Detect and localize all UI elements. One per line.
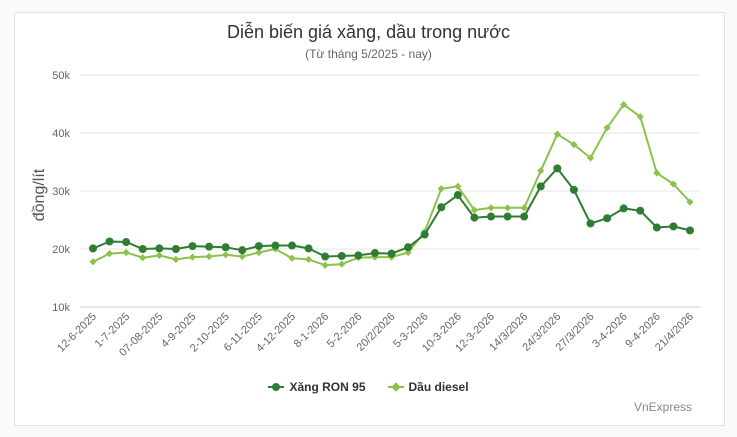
data-point[interactable] [586,154,595,162]
legend-symbol-diesel [387,382,404,392]
data-point[interactable] [238,246,247,255]
data-point[interactable] [321,252,330,261]
data-point[interactable] [470,213,479,222]
data-point[interactable] [171,245,180,253]
data-point[interactable] [387,249,396,258]
data-point[interactable] [155,244,164,253]
data-point[interactable] [205,252,213,261]
data-point[interactable] [122,238,131,247]
y-tick-label: 50k [52,70,70,82]
data-point[interactable] [188,242,197,251]
data-point[interactable] [89,244,97,253]
series-line [92,167,691,258]
data-point[interactable] [570,141,578,149]
data-point[interactable] [537,167,545,175]
data-point[interactable] [105,237,114,246]
data-point[interactable] [304,244,313,253]
data-point[interactable] [288,241,296,250]
data-point[interactable] [437,203,446,212]
data-point[interactable] [454,182,462,190]
data-point[interactable] [122,248,130,257]
x-tick-label: 8-1-2026 [292,311,332,351]
data-point[interactable] [238,252,246,261]
series-line [92,103,691,267]
series-layer [89,100,694,269]
y-axis-label: đồng/lít [31,168,48,221]
data-point[interactable] [520,212,529,221]
data-point[interactable] [404,248,412,257]
data-point[interactable] [404,243,413,252]
data-point[interactable] [138,245,147,253]
y-tick-label: 40k [52,128,70,140]
data-point[interactable] [669,222,678,231]
data-point[interactable] [686,226,694,235]
legend-label-diesel: Dầu diesel [408,380,469,394]
data-point[interactable] [370,249,379,258]
data-point[interactable] [139,254,147,262]
data-point[interactable] [354,251,363,260]
data-point[interactable] [105,250,114,258]
legend-label-ron95: Xăng RON 95 [289,380,366,394]
data-point[interactable] [437,185,445,193]
chart-title: Diễn biến giá xăng, dầu trong nước [226,22,511,42]
x-tick-label: 3-4-2026 [590,311,630,351]
data-point[interactable] [337,251,346,260]
data-point[interactable] [586,219,595,228]
data-point[interactable] [420,230,429,239]
data-point[interactable] [321,261,329,269]
data-point[interactable] [288,254,296,262]
series-diesel [89,100,694,269]
data-point[interactable] [470,206,479,214]
data-point[interactable] [172,255,180,264]
legend-symbol-ron95 [268,382,285,392]
data-point[interactable] [188,253,197,261]
data-point[interactable] [453,191,462,200]
data-point[interactable] [89,258,97,266]
data-point[interactable] [636,113,644,121]
data-point[interactable] [503,212,512,221]
data-point[interactable] [487,204,495,212]
data-point[interactable] [669,180,678,188]
data-point[interactable] [155,251,163,259]
data-point[interactable] [620,100,628,109]
data-point[interactable] [569,185,578,194]
data-point[interactable] [304,255,313,264]
series-ron95 [89,164,694,261]
y-tick-label: 20k [52,244,70,256]
data-point[interactable] [205,242,214,251]
source-credit: VnExpress [633,400,692,414]
data-point[interactable] [503,204,512,212]
data-point[interactable] [255,248,263,257]
data-point[interactable] [652,223,661,232]
data-point[interactable] [553,164,562,173]
data-point[interactable] [619,204,628,213]
chart-subtitle: (Từ tháng 5/2025 - nay) [305,47,432,61]
data-point[interactable] [536,182,545,191]
y-tick-label: 30k [52,186,70,198]
data-point[interactable] [636,206,645,215]
legend-item-diesel[interactable]: Dầu diesel [387,380,469,394]
x-tick-label: 12-6-2025 [55,311,99,355]
data-point[interactable] [338,260,346,268]
data-point[interactable] [487,212,495,221]
data-point[interactable] [254,242,263,251]
data-point[interactable] [653,169,661,177]
data-point[interactable] [271,241,280,250]
x-axis-ticks: 12-6-20251-7-202507-08-20254-9-20252-10-… [55,311,696,359]
data-point[interactable] [222,251,230,259]
data-point[interactable] [520,204,528,212]
chart-legend: Xăng RON 95 Dầu diesel [0,380,737,394]
y-tick-label: 10k [52,302,70,314]
grid-lines [80,74,700,308]
data-point[interactable] [553,130,561,138]
data-point[interactable] [603,124,611,132]
data-point[interactable] [221,243,230,252]
y-axis-ticks: 10k 20k 30k 40k 50k [52,70,70,314]
data-point[interactable] [686,198,694,206]
legend-item-ron95[interactable]: Xăng RON 95 [268,380,366,394]
data-point[interactable] [603,214,612,223]
